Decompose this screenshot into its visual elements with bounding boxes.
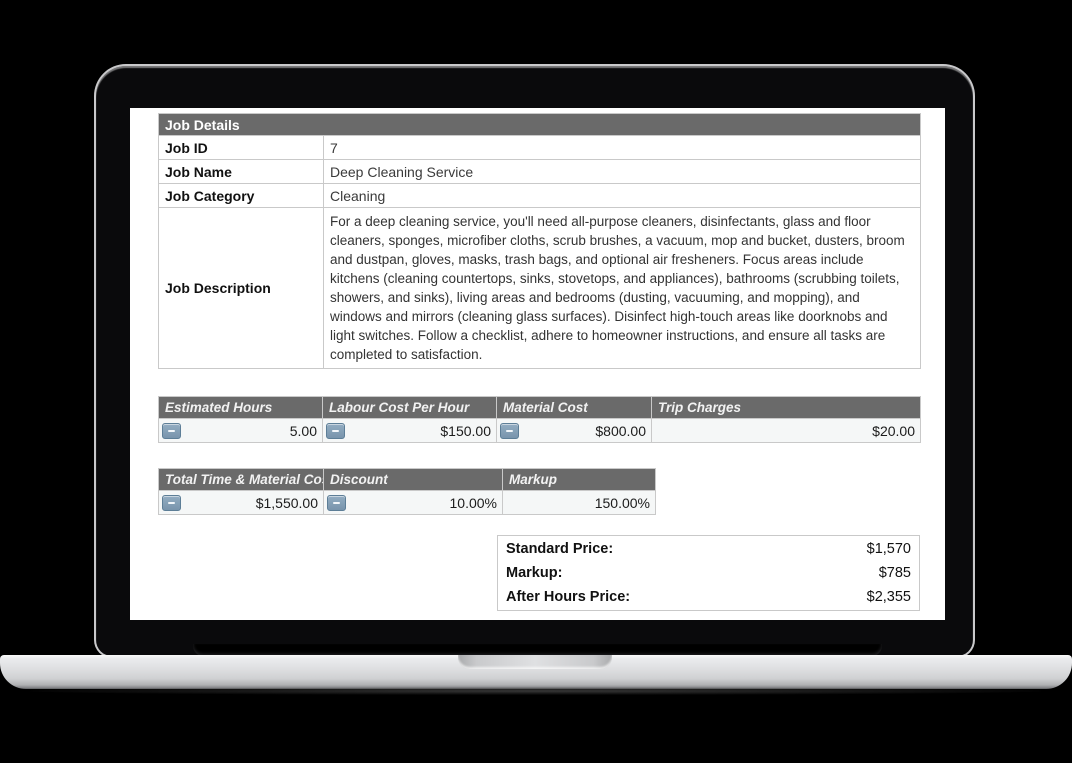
column-header-material-cost: Material Cost <box>496 396 652 419</box>
decrement-button[interactable] <box>326 423 345 439</box>
column-header-markup: Markup <box>502 468 656 491</box>
column-header-trip-charges: Trip Charges <box>651 396 921 419</box>
standard-price-label: Standard Price: <box>506 541 614 557</box>
table-row: Job ID 7 <box>158 135 922 160</box>
minus-icon <box>168 502 175 504</box>
column-header-labour-cost: Labour Cost Per Hour <box>322 396 497 419</box>
table-row: $1,550.00 10.00% 150.00% <box>158 490 656 515</box>
labour-cost-cell[interactable]: $150.00 <box>322 418 497 443</box>
table-row: 5.00 $150.00 $800.00 <box>158 418 921 443</box>
screen-content: Job Details Job ID 7 Job Name Deep Clean… <box>157 113 922 611</box>
table-row: Job Name Deep Cleaning Service <box>158 159 922 184</box>
after-hours-price-label: After Hours Price: <box>506 589 631 605</box>
trip-charges-cell[interactable]: $20.00 <box>651 418 921 443</box>
laptop-base <box>0 655 1072 689</box>
total-time-material-cost-value: $1,550.00 <box>255 494 318 511</box>
table-row: Estimated Hours Labour Cost Per Hour Mat… <box>158 396 921 419</box>
trip-charges-value: $20.00 <box>872 422 915 439</box>
row-label-job-description: Job Description <box>158 207 324 369</box>
markup-amount-label: Markup: <box>506 565 563 581</box>
minus-icon <box>333 502 340 504</box>
column-header-total-time-material-cost: Total Time & Material Cost <box>158 468 324 491</box>
table-row: Total Time & Material Cost Discount Mark… <box>158 468 656 491</box>
column-header-estimated-hours: Estimated Hours <box>158 396 323 419</box>
decrement-button[interactable] <box>162 423 181 439</box>
markup-percent-cell[interactable]: 150.00% <box>502 490 656 515</box>
row-label-job-id: Job ID <box>158 135 324 160</box>
standard-price-value: $1,570 <box>866 541 911 557</box>
markup-amount-value: $785 <box>878 565 911 581</box>
row-value-job-name: Deep Cleaning Service <box>322 159 922 184</box>
column-header-discount: Discount <box>323 468 503 491</box>
row-value-job-description: For a deep cleaning service, you'll need… <box>322 207 922 369</box>
totals-table: Total Time & Material Cost Discount Mark… <box>158 468 656 515</box>
total-time-material-cost-cell[interactable]: $1,550.00 <box>158 490 324 515</box>
discount-cell[interactable]: 10.00% <box>323 490 503 515</box>
summary-row-standard-price: Standard Price: $1,570 <box>498 537 919 561</box>
material-cost-cell[interactable]: $800.00 <box>496 418 652 443</box>
table-row: Job Category Cleaning <box>158 183 922 208</box>
table-row: Job Details <box>157 113 922 136</box>
summary-row-markup: Markup: $785 <box>498 561 919 585</box>
estimated-hours-value: 5.00 <box>289 422 317 439</box>
row-label-job-name: Job Name <box>158 159 324 184</box>
minus-icon <box>506 430 513 432</box>
laptop-hinge <box>193 644 882 656</box>
row-value-job-id: 7 <box>322 135 922 160</box>
row-label-job-category: Job Category <box>158 183 324 208</box>
price-summary-box: Standard Price: $1,570 Markup: $785 Afte… <box>497 535 920 611</box>
laptop-shadow <box>30 687 1042 695</box>
minus-icon <box>332 430 339 432</box>
laptop-screen: Job Details Job ID 7 Job Name Deep Clean… <box>130 108 945 620</box>
job-details-table: Job Details Job ID 7 Job Name Deep Clean… <box>157 113 922 369</box>
job-details-title: Job Details <box>157 113 922 136</box>
estimated-hours-cell[interactable]: 5.00 <box>158 418 323 443</box>
laptop-lid-notch <box>458 655 612 669</box>
laptop-lid: Job Details Job ID 7 Job Name Deep Clean… <box>96 66 973 656</box>
decrement-button[interactable] <box>327 495 346 511</box>
material-cost-value: $800.00 <box>595 422 646 439</box>
decrement-button[interactable] <box>162 495 181 511</box>
discount-value: 10.00% <box>449 494 497 511</box>
cost-inputs-table: Estimated Hours Labour Cost Per Hour Mat… <box>158 396 921 443</box>
table-row: Job Description For a deep cleaning serv… <box>158 207 922 369</box>
decrement-button[interactable] <box>500 423 519 439</box>
minus-icon <box>168 430 175 432</box>
labour-cost-value: $150.00 <box>440 422 491 439</box>
markup-percent-value: 150.00% <box>594 494 650 511</box>
row-value-job-category: Cleaning <box>322 183 922 208</box>
after-hours-price-value: $2,355 <box>866 589 911 605</box>
summary-row-after-hours-price: After Hours Price: $2,355 <box>498 585 919 609</box>
